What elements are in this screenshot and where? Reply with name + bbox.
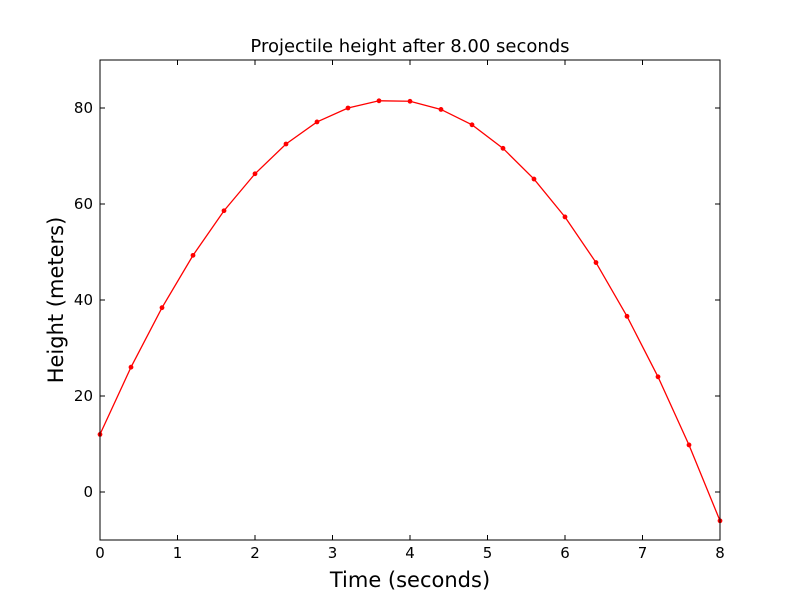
- x-axis-label: Time (seconds): [329, 568, 490, 592]
- data-point: [531, 176, 537, 182]
- y-axis-label: Height (meters): [44, 217, 68, 384]
- data-point: [221, 208, 227, 214]
- y-tick-label: 80: [74, 99, 93, 117]
- y-tick-label: 40: [74, 291, 93, 309]
- x-tick-label: 8: [715, 544, 725, 562]
- data-point: [314, 119, 320, 125]
- data-point: [438, 107, 444, 112]
- data-point: [469, 122, 475, 128]
- data-point: [376, 98, 382, 104]
- data-point: [128, 364, 134, 370]
- data-point: [562, 214, 568, 220]
- data-point: [624, 313, 630, 319]
- data-point: [655, 374, 661, 380]
- plot-frame: [99, 59, 721, 541]
- data-point: [500, 145, 506, 151]
- data-point: [345, 105, 351, 111]
- data-point: [686, 442, 692, 448]
- x-tick-label: 5: [483, 544, 493, 562]
- data-point: [159, 305, 165, 311]
- y-tick-label: 60: [74, 195, 93, 213]
- data-point: [190, 252, 196, 258]
- plot-area: [97, 98, 723, 524]
- series-line: [99, 100, 721, 522]
- data-point: [407, 98, 413, 104]
- x-tick-label: 7: [638, 544, 648, 562]
- data-point: [593, 260, 599, 265]
- x-tick-label: 1: [173, 544, 183, 562]
- y-tick-label: 0: [83, 483, 93, 501]
- y-tick-label: 20: [74, 387, 93, 405]
- x-tick-label: 4: [405, 544, 415, 562]
- y-axis: 0 20 40 60 80: [74, 99, 720, 501]
- data-point: [252, 171, 258, 177]
- x-axis: 0 1 2 3 4 5 6 7 8: [95, 60, 725, 562]
- x-tick-label: 0: [95, 544, 105, 562]
- data-point: [283, 141, 289, 147]
- x-tick-label: 3: [328, 544, 338, 562]
- x-tick-label: 2: [250, 544, 260, 562]
- chart-title: Projectile height after 8.00 seconds: [250, 36, 569, 57]
- x-tick-label: 6: [560, 544, 570, 562]
